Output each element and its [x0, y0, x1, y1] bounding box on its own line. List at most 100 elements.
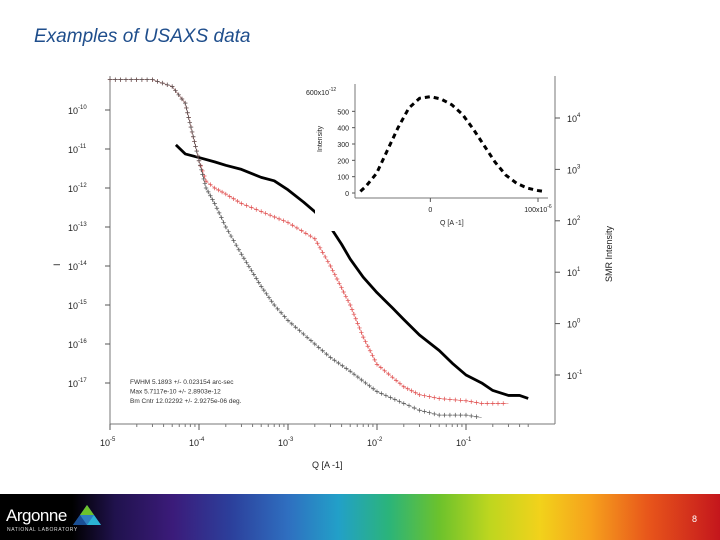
series-2-point: [223, 224, 228, 230]
series-1-point: [341, 289, 346, 295]
series-1-point: [223, 191, 228, 197]
series-1-point: [386, 371, 391, 377]
inset-plot: 600x10-12 500 400 300 200 100 0 Intensity 0 100x1…: [306, 76, 552, 231]
series-2-point: [195, 153, 201, 159]
series-1-point: [303, 231, 309, 236]
series-2-point: [264, 291, 269, 297]
series-2-point: [202, 181, 208, 186]
series-2-point: [144, 77, 150, 82]
series-2-point: [234, 242, 239, 248]
series-2-point: [308, 338, 314, 343]
series-1-point: [390, 374, 395, 380]
x-tick-label-0: 10-5: [100, 437, 116, 448]
series-2-point: [244, 260, 249, 265]
series-1-point: [334, 276, 340, 282]
series-2-point: [191, 134, 196, 139]
series-1-point: [413, 390, 418, 395]
series-1-point: [351, 311, 357, 317]
series-2-point: [336, 360, 341, 366]
series-2-point: [401, 401, 406, 406]
series-1-point: [263, 211, 268, 216]
series-1-point: [294, 225, 300, 231]
series-2-point: [383, 393, 389, 398]
series-1-point: [312, 236, 317, 241]
series-2-point: [316, 345, 321, 350]
series-2-point: [200, 172, 205, 177]
series-1-point: [259, 209, 264, 214]
series-2-point: [289, 321, 295, 327]
series-2-point: [139, 77, 145, 82]
series-2-point: [236, 247, 242, 252]
argonne-logo: Argonne NATIONAL LABORATORY: [6, 502, 106, 536]
y-left-tick-label-7: 10-17: [68, 378, 87, 389]
series-0-line: [174, 143, 529, 400]
usaxs-chart-svg: 10-5 10-4 10-3 10-2 10-1Q [A -1]10-1010-1110…: [52, 76, 614, 470]
y-left-axis-label: I: [52, 263, 62, 266]
series-1-point: [330, 268, 335, 273]
inset-y-tick-label-2: 300: [337, 142, 349, 149]
series-1-point: [378, 365, 384, 370]
series-1-point: [355, 321, 360, 326]
y-right-tick-label-1: 103: [567, 164, 581, 175]
series-2-point: [427, 410, 432, 415]
series-1-point: [345, 298, 351, 303]
series-2-point: [241, 256, 247, 261]
series-1-point: [370, 353, 375, 358]
series-2-point: [256, 280, 261, 285]
series-1-point: [442, 396, 447, 402]
series-2-point: [363, 380, 368, 386]
series-1-point: [359, 330, 364, 335]
series-2-point: [332, 358, 337, 363]
series-1-point: [308, 233, 313, 239]
series-2-point: [246, 264, 252, 269]
series-2-point: [304, 335, 310, 340]
y-left-tick-label-4: 10-14: [68, 261, 87, 272]
series-1-point: [427, 394, 432, 399]
series-2-point: [388, 395, 393, 400]
series-2-point: [199, 167, 204, 173]
y-left-tick-label-1: 10-11: [68, 144, 87, 155]
annotation-line-2: Bm Cntr 12.02292 +/- 2.9275e-06 deg.: [130, 398, 242, 405]
series-1-point: [458, 398, 463, 403]
series-1-point: [417, 392, 422, 397]
series-2-point: [208, 193, 213, 198]
series-2-point: [275, 306, 280, 312]
series-2-point: [179, 96, 185, 102]
series-2-point: [293, 325, 298, 330]
series-1-point: [357, 325, 362, 331]
series-1-point: [363, 339, 368, 344]
series-2-point: [374, 389, 380, 394]
series-1-point: [495, 401, 501, 406]
inset-y-tick-label-0: 500: [337, 109, 349, 116]
series-2-point: [351, 371, 357, 377]
series-1-point: [212, 185, 217, 191]
main-plot: 10-5 10-4 10-3 10-2 10-1Q [A -1]10-1010-1110…: [52, 76, 614, 470]
series-1-point: [374, 362, 380, 367]
x-tick-label-3: 10-2: [367, 437, 383, 448]
y-left-tick-label-5: 10-15: [68, 300, 87, 311]
series-2-point: [397, 399, 402, 404]
inset-y-top-label: 600x10-12: [306, 87, 336, 97]
series-1-point: [348, 302, 353, 308]
series-1-point: [353, 316, 358, 321]
series-2-point: [193, 144, 198, 149]
series-2-point: [196, 158, 202, 163]
series-2-point: [432, 411, 437, 417]
series-2-point: [134, 77, 139, 82]
series-1-point: [272, 214, 277, 220]
series-2-point: [251, 272, 257, 277]
series-1-point: [208, 182, 213, 187]
series-2-point: [170, 84, 175, 89]
y-left-tick-label-6: 10-16: [68, 339, 87, 350]
y-left-tick-label-2: 10-12: [68, 183, 87, 194]
series-2-point: [118, 77, 123, 82]
series-1-point: [397, 381, 403, 386]
series-1-point: [323, 254, 328, 260]
series-2-point: [359, 377, 364, 383]
series-1-point: [490, 401, 495, 406]
series-1-point: [239, 201, 244, 206]
series-1-point: [267, 212, 273, 218]
inset-series-0-line: [359, 95, 544, 193]
series-2-point: [216, 210, 222, 216]
